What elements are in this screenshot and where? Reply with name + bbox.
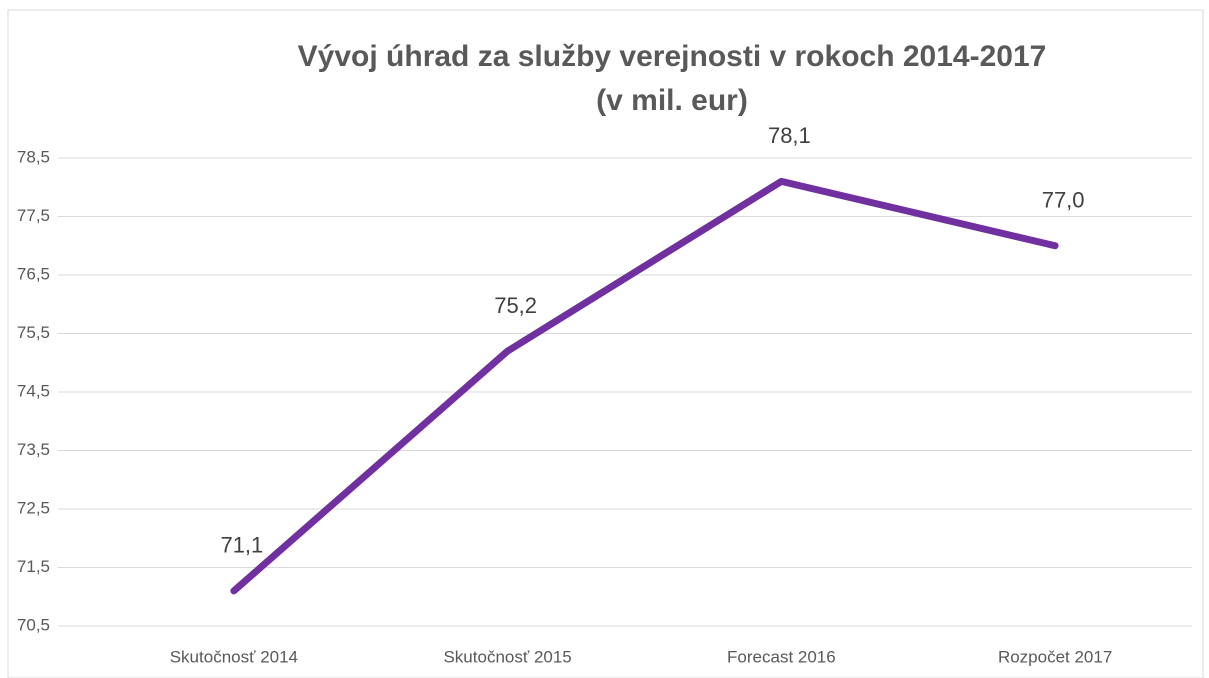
- data-label: 78,1: [768, 123, 811, 148]
- x-tick-label: Skutočnosť 2014: [170, 647, 298, 666]
- y-tick-label: 78,5: [17, 147, 50, 166]
- y-tick-label: 74,5: [17, 381, 50, 400]
- x-tick-label: Forecast 2016: [727, 647, 836, 666]
- data-label: 75,2: [494, 293, 537, 318]
- y-tick-label: 75,5: [17, 323, 50, 342]
- line: [230, 177, 1059, 595]
- y-tick-label: 77,5: [17, 206, 50, 225]
- chart-border: [7, 9, 1204, 678]
- data-label: 77,0: [1042, 188, 1085, 213]
- y-tick-label: 76,5: [17, 264, 50, 283]
- x-tick-label: Skutočnosť 2015: [443, 647, 571, 666]
- y-tick-label: 72,5: [17, 498, 50, 517]
- chart-title: Vývoj úhrad za služby verejnosti v rokoc…: [298, 40, 1047, 73]
- y-tick-label: 71,5: [17, 557, 50, 576]
- y-tick-label: 73,5: [17, 440, 50, 459]
- x-tick-label: Rozpočet 2017: [998, 647, 1112, 666]
- data-label: 71,1: [220, 533, 263, 558]
- y-tick-label: 70,5: [17, 615, 50, 634]
- chart-subtitle: (v mil. eur): [596, 84, 748, 117]
